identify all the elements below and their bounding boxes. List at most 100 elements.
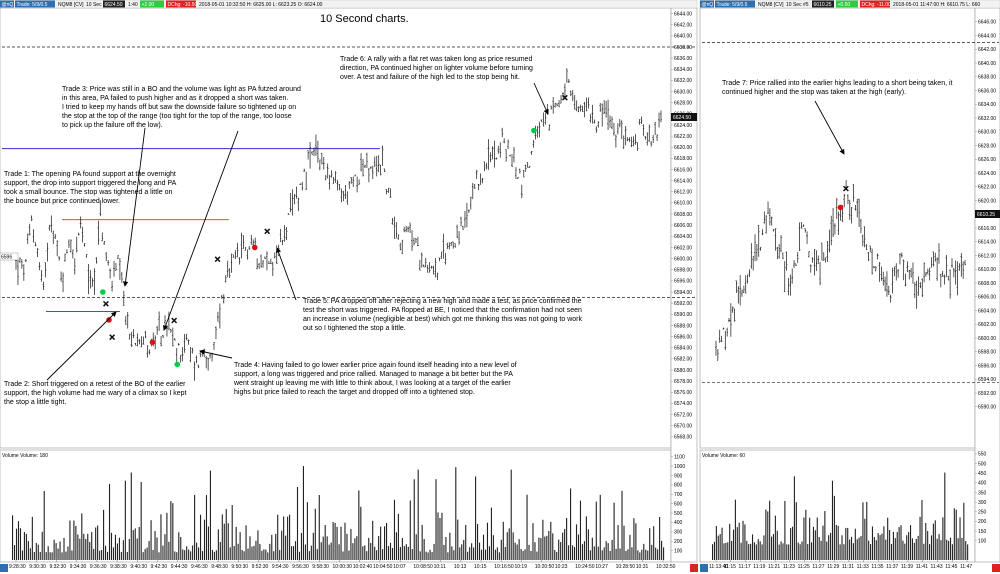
right-scroll-marker[interactable] <box>992 564 1000 572</box>
y-tick-label: 6588.00 <box>674 323 692 329</box>
volume-bar <box>215 550 217 560</box>
volume-bar <box>575 524 578 560</box>
trade-exit-cross[interactable] <box>264 228 271 235</box>
volume-bar <box>300 532 303 560</box>
volume-bar <box>793 476 795 560</box>
trade-entry-dot[interactable] <box>149 339 156 345</box>
volume-bar <box>134 528 136 560</box>
volume-bar <box>95 527 97 560</box>
volume-bar <box>795 502 797 560</box>
volume-bar <box>611 539 613 560</box>
volume-bar <box>178 532 180 560</box>
volume-bar <box>890 543 893 560</box>
left-price-panel[interactable] <box>0 7 672 449</box>
volume-bar <box>366 551 368 560</box>
volume-tick-label: 450 <box>978 471 987 477</box>
volume-bar <box>885 539 887 560</box>
trade-exit-cross[interactable] <box>171 317 178 324</box>
volume-bar <box>641 549 643 560</box>
volume-bar <box>304 544 306 560</box>
trade-entry-dot[interactable] <box>837 204 844 211</box>
volume-tick-label: 200 <box>674 539 683 545</box>
volume-bar <box>522 550 524 560</box>
right-left-scroll-marker[interactable] <box>700 564 708 572</box>
volume-bar <box>896 532 898 560</box>
volume-bar <box>860 536 862 560</box>
y-tick-label: 6592.00 <box>978 391 996 397</box>
volume-bar <box>15 528 18 560</box>
volume-tick-label: 150 <box>978 529 987 535</box>
volume-bar <box>508 528 510 560</box>
annotation-arrow <box>199 349 233 359</box>
y-tick-label: 6640.00 <box>674 34 692 40</box>
left-scroll-marker[interactable] <box>0 564 8 572</box>
volume-bar <box>469 547 471 560</box>
volume-bar <box>873 537 875 560</box>
volume-tick-label: 1100 <box>674 454 685 460</box>
right-header-tag-box[interactable] <box>700 0 714 8</box>
annotation-trade3-line: to pick up the failure off the low). <box>62 122 163 129</box>
volume-bar <box>944 472 946 560</box>
trade-exit-cross[interactable] <box>561 94 568 101</box>
trade-entry-dot[interactable] <box>106 317 112 323</box>
volume-bar <box>951 544 953 560</box>
left-header-tab-label: Trade: 5/9/0.5 <box>17 2 48 8</box>
trade-entry-dot[interactable] <box>174 361 181 368</box>
volume-bar <box>717 535 719 560</box>
volume-bar <box>376 550 378 560</box>
volume-bar <box>961 537 963 560</box>
trade-entry-dot[interactable] <box>100 289 106 295</box>
volume-bar <box>967 544 969 560</box>
volume-bar <box>932 523 934 560</box>
volume-bar <box>198 547 200 560</box>
mid-scroll-marker[interactable] <box>690 564 698 572</box>
volume-bar <box>227 523 229 560</box>
y-tick-label: 6644.00 <box>978 33 996 39</box>
volume-bar <box>740 542 742 560</box>
y-tick-label: 6580.00 <box>674 368 692 374</box>
left-price-axis[interactable] <box>670 7 698 563</box>
volume-tick-label: 300 <box>674 530 683 536</box>
volume-bar <box>881 533 883 560</box>
right-header-tab[interactable] <box>715 0 755 8</box>
volume-bar <box>296 487 299 560</box>
volume-bar <box>583 541 585 560</box>
trade-exit-cross[interactable] <box>102 300 109 307</box>
right-price-panel[interactable] <box>699 7 976 449</box>
volume-bar <box>564 528 566 560</box>
volume-bar <box>870 544 872 560</box>
left-header-tab[interactable] <box>15 0 55 8</box>
volume-bar <box>387 546 390 560</box>
volume-bar <box>382 549 384 560</box>
trade-entry-dot[interactable] <box>531 127 537 134</box>
annotation-trade6-line: over. A test and failure of the high led… <box>340 74 520 81</box>
volume-bar <box>12 515 14 560</box>
right-header-chg: +0.50 <box>838 2 851 8</box>
volume-bar <box>488 546 490 560</box>
volume-bar <box>786 544 788 560</box>
volume-bar <box>93 548 95 560</box>
volume-bar <box>597 546 599 560</box>
volume-bar <box>518 539 520 560</box>
trade-exit-cross[interactable] <box>109 334 116 341</box>
trade-exit-cross[interactable] <box>214 256 221 263</box>
volume-bar <box>354 538 356 560</box>
x-tick-label: 9:58:30 <box>312 564 329 570</box>
volume-bar <box>494 549 496 560</box>
volume-bar <box>199 514 202 560</box>
volume-tick-label: 250 <box>978 510 987 516</box>
volume-bar <box>803 517 805 560</box>
volume-bar <box>229 547 231 560</box>
volume-bar <box>558 539 560 560</box>
trade-entry-dot[interactable] <box>251 244 258 251</box>
x-tick-label: 10:15 <box>474 564 487 570</box>
volume-bar <box>965 541 967 560</box>
left-header-tag-box[interactable] <box>0 0 14 8</box>
volume-tick-label: 550 <box>978 452 987 458</box>
right-volume-panel[interactable] <box>699 449 976 563</box>
volume-bar <box>168 541 170 560</box>
trade-exit-cross[interactable] <box>842 185 849 192</box>
volume-bar <box>273 551 275 560</box>
volume-tick-label: 300 <box>978 500 987 506</box>
volume-bar <box>89 542 91 560</box>
